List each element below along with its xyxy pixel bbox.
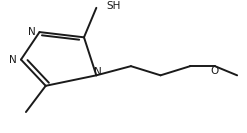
Text: N: N [9,55,17,65]
Text: SH: SH [106,1,121,11]
Text: N: N [94,67,102,77]
Text: O: O [211,66,219,76]
Text: N: N [28,27,36,37]
